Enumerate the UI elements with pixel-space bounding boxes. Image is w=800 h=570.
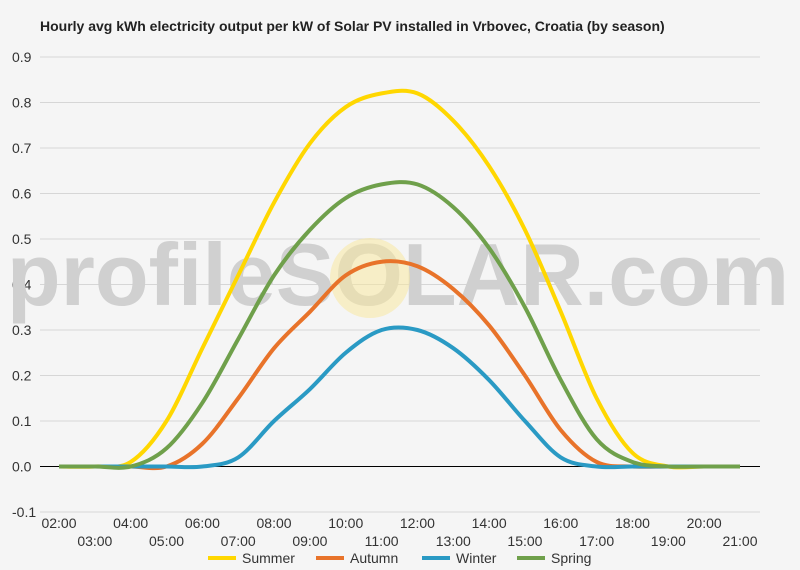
- x-tick-label: 12:00: [400, 515, 435, 531]
- x-tick-label: 02:00: [41, 515, 76, 531]
- x-tick-label: 08:00: [257, 515, 292, 531]
- y-tick-label: 0.7: [12, 140, 32, 156]
- legend-item-winter[interactable]: Winter: [422, 550, 497, 566]
- watermark-sun: [330, 238, 410, 318]
- chart-title: Hourly avg kWh electricity output per kW…: [40, 18, 665, 34]
- x-tick-label: 10:00: [328, 515, 363, 531]
- x-tick-label: 13:00: [436, 533, 471, 549]
- x-tick-label: 14:00: [472, 515, 507, 531]
- x-tick-label: 16:00: [543, 515, 578, 531]
- legend-item-spring[interactable]: Spring: [517, 550, 591, 566]
- y-tick-label: 0.6: [12, 186, 32, 202]
- y-tick-label: 0.3: [12, 322, 32, 338]
- y-tick-label: -0.1: [12, 504, 36, 520]
- x-tick-label: 18:00: [615, 515, 650, 531]
- x-axis-ticks: 02:0003:0004:0005:0006:0007:0008:0009:00…: [41, 515, 757, 549]
- series-lines: [58, 88, 740, 471]
- legend-label: Autumn: [350, 550, 398, 566]
- legend-label: Winter: [456, 550, 497, 566]
- x-tick-label: 03:00: [77, 533, 112, 549]
- x-tick-label: 05:00: [149, 533, 184, 549]
- y-tick-label: 0.4: [12, 277, 32, 293]
- y-tick-label: 0.8: [12, 95, 32, 111]
- x-tick-label: 04:00: [113, 515, 148, 531]
- x-tick-label: 19:00: [651, 533, 686, 549]
- legend: Summer Autumn Winter Spring: [208, 550, 591, 566]
- legend-item-summer[interactable]: Summer: [208, 550, 295, 566]
- y-tick-label: 0.0: [12, 459, 32, 475]
- series-line-summer: [58, 88, 740, 470]
- y-tick-label: 0.1: [12, 413, 32, 429]
- x-tick-label: 06:00: [185, 515, 220, 531]
- series-line-spring: [59, 180, 740, 470]
- legend-item-autumn[interactable]: Autumn: [316, 550, 398, 566]
- y-tick-label: 0.5: [12, 231, 32, 247]
- legend-label: Summer: [242, 550, 295, 566]
- series-line-winter: [59, 325, 740, 470]
- y-tick-label: 0.2: [12, 368, 32, 384]
- x-tick-label: 17:00: [579, 533, 614, 549]
- y-tick-label: 0.9: [12, 49, 32, 65]
- y-axis-ticks: -0.1 0.0 0.1 0.2 0.3 0.4 0.5 0.6 0.7 0.8 0.9: [12, 49, 36, 520]
- x-tick-label: 15:00: [507, 533, 542, 549]
- x-tick-label: 20:00: [687, 515, 722, 531]
- x-tick-label: 21:00: [722, 533, 757, 549]
- x-tick-label: 07:00: [221, 533, 256, 549]
- x-tick-label: 09:00: [292, 533, 327, 549]
- legend-label: Spring: [551, 550, 591, 566]
- x-tick-label: 11:00: [365, 533, 399, 549]
- gridlines: [40, 56, 760, 513]
